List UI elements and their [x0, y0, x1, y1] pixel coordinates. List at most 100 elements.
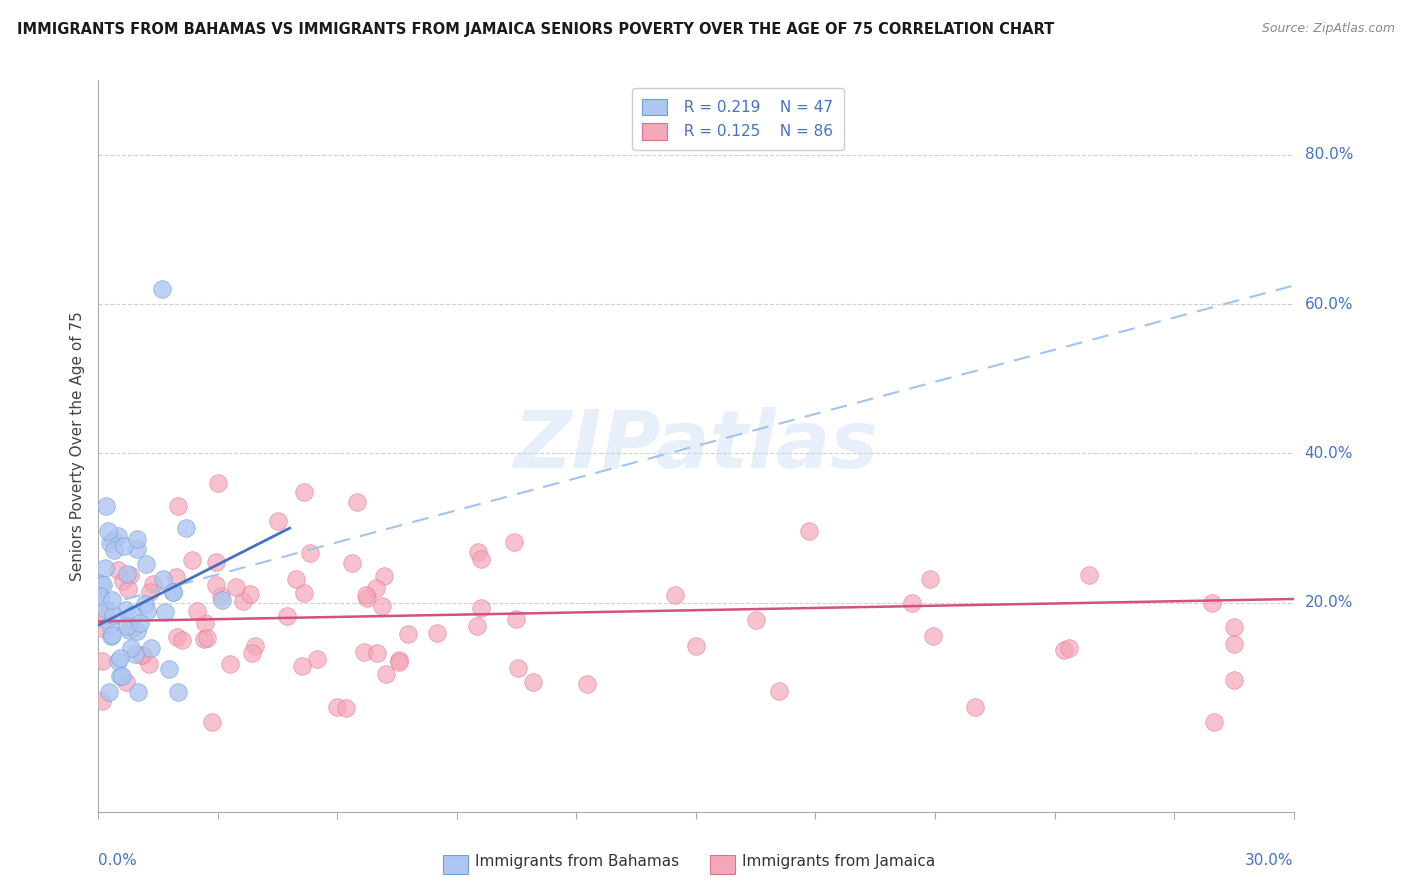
Point: [307, 652, 329, 666]
Point: [90, 576, 112, 591]
Text: Immigrants from Bahamas: Immigrants from Bahamas: [475, 855, 679, 869]
Point: [91, 621, 114, 635]
Point: [89, 591, 111, 605]
Point: [112, 574, 135, 588]
Point: [1223, 620, 1246, 634]
Point: [356, 591, 378, 605]
Point: [165, 570, 187, 584]
Point: [118, 623, 141, 637]
Point: [127, 541, 149, 556]
Point: [920, 572, 942, 586]
Point: [396, 627, 419, 641]
Point: [98, 618, 121, 632]
Point: [108, 651, 131, 665]
Point: [276, 608, 298, 623]
Point: [354, 588, 377, 602]
Point: [522, 675, 544, 690]
Point: [93, 601, 115, 615]
Point: [242, 646, 264, 660]
Point: [745, 613, 768, 627]
Point: [91, 578, 114, 592]
Point: [901, 597, 924, 611]
Point: [375, 666, 398, 681]
Text: 80.0%: 80.0%: [1305, 147, 1353, 162]
Point: [218, 657, 240, 672]
Point: [963, 700, 986, 714]
Point: [205, 578, 228, 592]
Point: [96, 499, 118, 513]
Point: [292, 586, 315, 600]
Point: [129, 615, 152, 630]
Text: Source: ZipAtlas.com: Source: ZipAtlas.com: [1261, 22, 1395, 36]
Point: [157, 662, 180, 676]
Point: [132, 648, 155, 663]
Point: [207, 476, 229, 491]
Point: [239, 587, 262, 601]
Point: [373, 569, 395, 583]
Point: [335, 701, 357, 715]
Point: [97, 685, 120, 699]
Point: [195, 631, 218, 645]
Point: [291, 658, 314, 673]
Point: [115, 674, 138, 689]
Point: [89, 589, 111, 603]
Point: [505, 612, 527, 626]
Y-axis label: Seniors Poverty Over the Age of 75: Seniors Poverty Over the Age of 75: [69, 311, 84, 581]
Point: [225, 581, 247, 595]
Point: [138, 657, 160, 671]
Point: [267, 514, 290, 528]
Point: [155, 605, 177, 619]
Point: [371, 599, 394, 614]
Point: [101, 533, 124, 547]
Point: [194, 616, 217, 631]
Point: [96, 524, 118, 539]
Point: [134, 598, 156, 612]
Point: [100, 629, 122, 643]
Point: [364, 581, 387, 595]
Point: [503, 535, 526, 549]
Point: [353, 645, 375, 659]
Point: [127, 533, 149, 547]
Point: [139, 584, 162, 599]
Point: [107, 563, 129, 577]
Text: 0.0%: 0.0%: [98, 854, 138, 869]
Point: [166, 630, 188, 644]
Point: [172, 632, 194, 647]
Point: [1201, 596, 1223, 610]
Point: [115, 618, 138, 632]
Point: [115, 566, 138, 581]
Point: [346, 495, 368, 509]
Point: [136, 604, 159, 618]
Point: [211, 593, 233, 607]
Point: [94, 608, 117, 623]
Point: [101, 593, 124, 607]
Point: [506, 661, 529, 675]
Point: [1057, 640, 1080, 655]
Point: [201, 714, 224, 729]
Point: [94, 560, 117, 574]
Point: [1223, 673, 1246, 688]
Point: [325, 699, 347, 714]
Point: [129, 648, 152, 663]
Point: [470, 601, 492, 615]
Point: [91, 654, 114, 668]
Text: 20.0%: 20.0%: [1305, 595, 1353, 610]
Point: [162, 584, 184, 599]
Point: [340, 556, 363, 570]
Point: [115, 603, 138, 617]
Point: [121, 607, 143, 622]
Point: [124, 648, 146, 662]
Point: [576, 677, 599, 691]
Point: [768, 683, 790, 698]
Point: [107, 655, 129, 669]
Point: [162, 585, 184, 599]
Point: [298, 546, 321, 560]
Point: [388, 655, 411, 669]
Point: [232, 594, 254, 608]
Point: [1223, 637, 1246, 651]
Point: [127, 685, 149, 699]
Text: ZIPatlas: ZIPatlas: [513, 407, 879, 485]
Point: [150, 282, 173, 296]
Point: [186, 605, 208, 619]
Point: [426, 626, 449, 640]
